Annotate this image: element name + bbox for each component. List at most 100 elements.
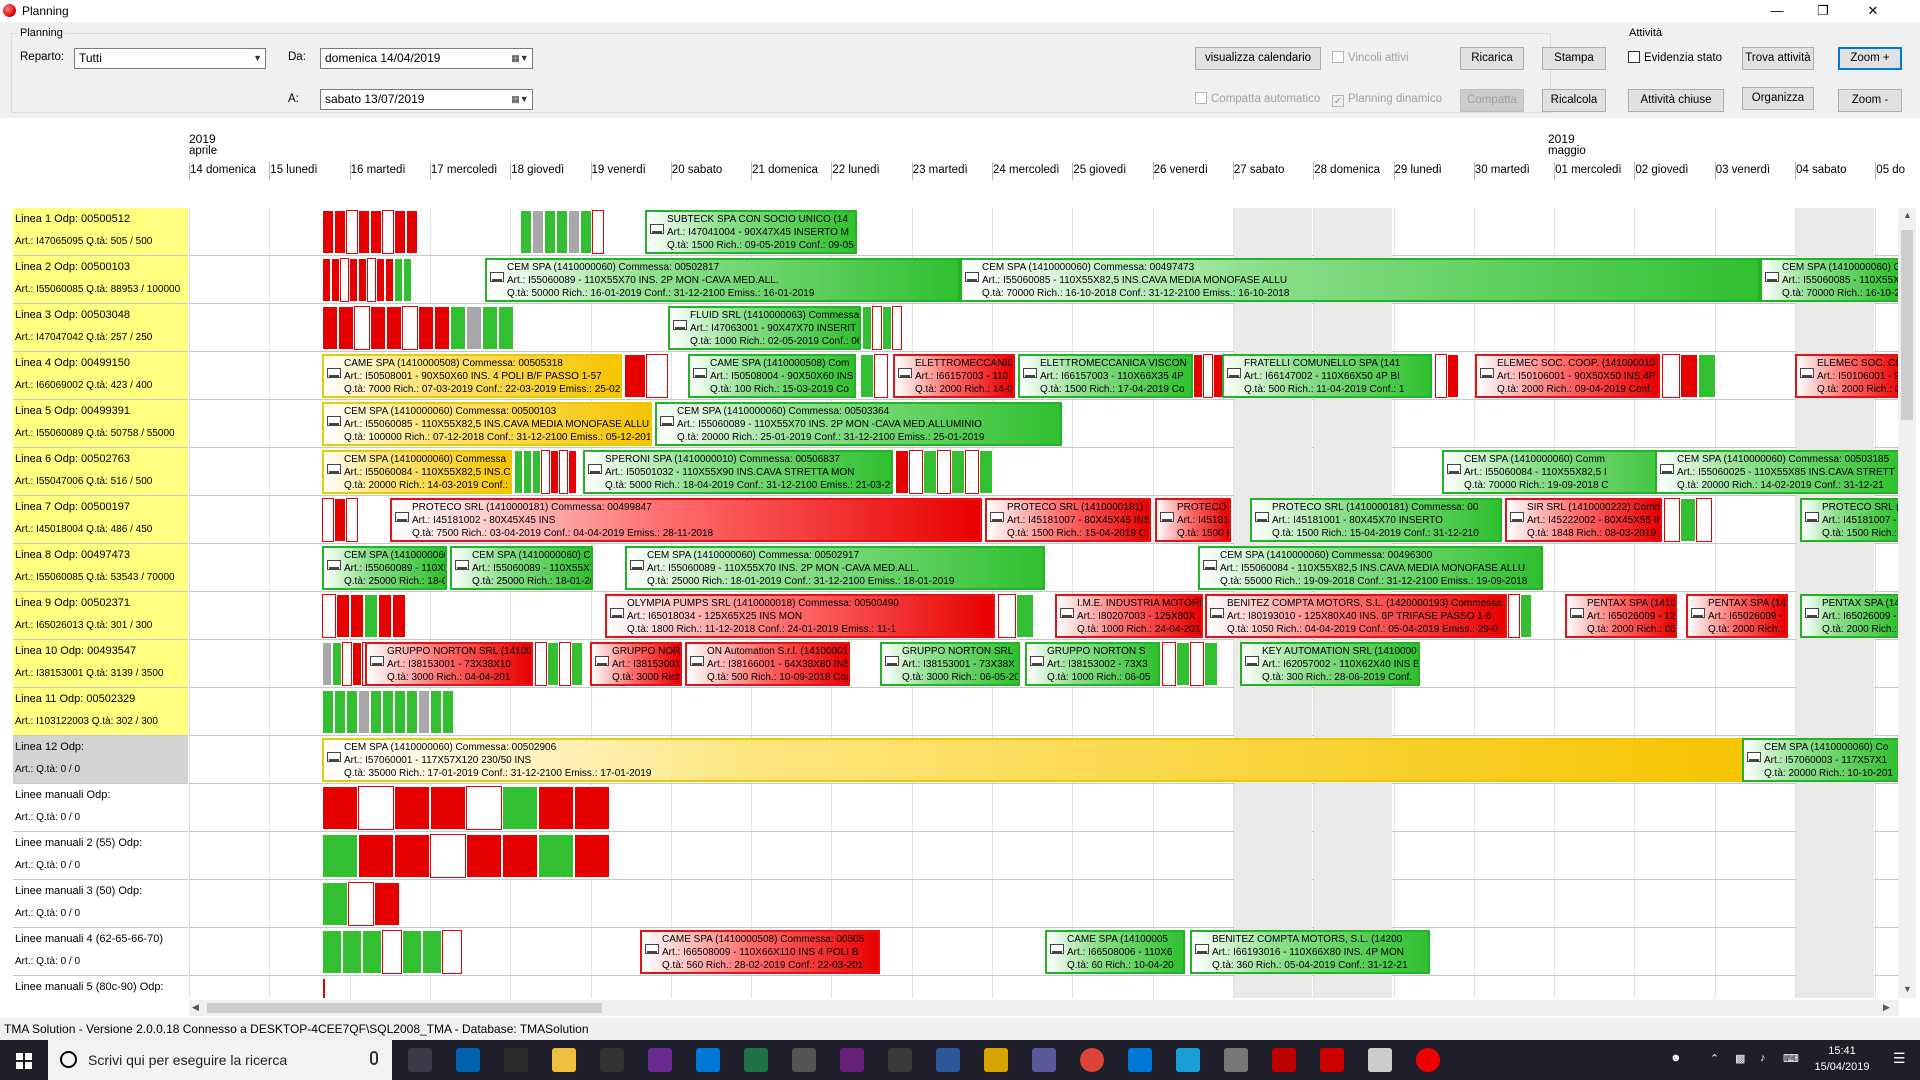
line-label[interactable]: Linea 4 Odp: 00499150 Art.: I66069002 Q.t… <box>13 352 188 400</box>
small-job-block[interactable] <box>346 210 358 254</box>
small-job-block[interactable] <box>358 210 370 254</box>
small-job-block[interactable] <box>502 834 538 878</box>
small-job-block[interactable] <box>430 834 466 878</box>
small-job-block[interactable] <box>535 642 547 686</box>
line-label[interactable]: Linee manuali Odp: Art.: Q.tà: 0 / 0 <box>13 784 188 832</box>
small-job-block[interactable] <box>1190 642 1204 686</box>
small-job-block[interactable] <box>541 450 550 494</box>
small-job-block[interactable] <box>923 450 937 494</box>
a-date-picker[interactable]: sabato 13/07/2019 ▦▼ <box>320 89 533 110</box>
small-job-block[interactable] <box>334 690 346 734</box>
small-job-block[interactable] <box>430 786 466 830</box>
small-job-block[interactable] <box>1698 354 1716 398</box>
small-job-block[interactable] <box>336 594 350 638</box>
small-job-block[interactable] <box>382 210 394 254</box>
job-bar[interactable]: CAME SPA (1410000508) Com Art.: I50508004… <box>688 354 856 398</box>
line-label[interactable]: Linea 11 Odp: 00502329 Art.: I103122003 Q… <box>13 688 188 736</box>
small-job-block[interactable] <box>568 450 577 494</box>
small-job-block[interactable] <box>322 882 348 926</box>
small-job-block[interactable] <box>394 834 430 878</box>
small-job-block[interactable] <box>346 690 358 734</box>
small-job-block[interactable] <box>352 642 362 686</box>
small-job-block[interactable] <box>332 642 342 686</box>
small-job-block[interactable] <box>385 258 394 302</box>
small-job-block[interactable] <box>574 834 610 878</box>
small-job-block[interactable] <box>592 210 604 254</box>
small-job-block[interactable] <box>571 642 583 686</box>
compatta-button[interactable]: Compatta <box>1460 89 1524 112</box>
small-job-block[interactable] <box>392 594 406 638</box>
small-job-block[interactable] <box>559 642 571 686</box>
small-job-block[interactable] <box>322 306 338 350</box>
small-job-block[interactable] <box>418 690 430 734</box>
small-job-block[interactable] <box>895 450 909 494</box>
job-bar[interactable]: ON Automation S.r.l. (14100001 Art.: I381… <box>685 642 850 686</box>
small-job-block[interactable] <box>1520 594 1532 638</box>
reparto-select[interactable]: Tutti ▼ <box>74 48 266 69</box>
small-job-block[interactable] <box>354 306 370 350</box>
small-job-block[interactable] <box>568 210 580 254</box>
small-job-block[interactable] <box>1016 594 1034 638</box>
notes-icon[interactable] <box>984 1048 1008 1072</box>
teamviewer-icon[interactable] <box>696 1048 720 1072</box>
organizza-button[interactable]: Organizza <box>1742 87 1814 110</box>
job-bar[interactable]: CEM SPA (1410000060) Commessa: 00496300 A… <box>1198 546 1543 590</box>
small-job-block[interactable] <box>951 450 965 494</box>
small-job-block[interactable] <box>386 306 402 350</box>
small-job-block[interactable] <box>322 594 336 638</box>
line-label[interactable]: Linea 10 Odp: 00493547 Art.: I38153001 Q.… <box>13 640 188 688</box>
job-bar[interactable]: ELETTROMECCANICA VISCON Art.: I66157003 -… <box>1018 354 1193 398</box>
start-button[interactable] <box>0 1040 48 1080</box>
keyboard-icon[interactable]: ⌨ <box>1783 1053 1799 1065</box>
small-job-block[interactable] <box>402 306 418 350</box>
small-job-block[interactable] <box>998 594 1016 638</box>
small-job-block[interactable] <box>434 306 450 350</box>
microphone-icon[interactable] <box>370 1051 378 1065</box>
line-label[interactable]: Linea 9 Odp: 00502371 Art.: I65026013 Q.t… <box>13 592 188 640</box>
evidenzia-stato-checkbox[interactable]: Evidenzia stato <box>1628 51 1722 65</box>
small-job-block[interactable] <box>342 642 352 686</box>
taskbar-search[interactable]: Scrivi qui per eseguire la ricerca <box>48 1040 392 1080</box>
small-job-block[interactable] <box>422 930 442 974</box>
job-bar[interactable]: OLYMPIA PUMPS SRL (1410000018) Commessa:… <box>605 594 995 638</box>
ricalcola-button[interactable]: Ricalcola <box>1542 89 1606 112</box>
small-job-block[interactable] <box>331 258 340 302</box>
job-bar[interactable]: PENTAX SPA (1410000002 Art.: I65026009 - … <box>1565 594 1677 638</box>
stampa-button[interactable]: Stampa <box>1542 47 1606 70</box>
visual-studio-icon[interactable] <box>840 1048 864 1072</box>
app-icon[interactable] <box>1368 1048 1392 1072</box>
line-label[interactable]: Linea 7 Odp: 00500197 Art.: I45018004 Q.t… <box>13 496 188 544</box>
small-job-block[interactable] <box>322 690 334 734</box>
small-job-block[interactable] <box>909 450 923 494</box>
word-icon[interactable] <box>936 1048 960 1072</box>
vincoli-attivi-checkbox[interactable]: Vincoli attivi <box>1332 51 1409 65</box>
small-job-block[interactable] <box>374 882 400 926</box>
small-job-block[interactable] <box>1193 354 1203 398</box>
small-job-block[interactable] <box>1204 642 1218 686</box>
small-job-block[interactable] <box>532 450 541 494</box>
slack-icon[interactable] <box>648 1048 672 1072</box>
line-label[interactable]: Linea 6 Odp: 00502763 Art.: I55047006 Q.t… <box>13 448 188 496</box>
job-bar[interactable]: PROTECO SRL (1410000181) Commessa: 00499… <box>390 498 982 542</box>
small-job-block[interactable] <box>358 786 394 830</box>
line-label[interactable]: Linee manuali 5 (80c-90) Odp: <box>13 976 188 998</box>
small-job-block[interactable] <box>394 786 430 830</box>
job-bar[interactable]: BENITEZ COMPTA MOTORS, S.L. (14200 Art.: … <box>1190 930 1430 974</box>
job-bar[interactable]: GRUPPO NORTON SRL (14100 Art.: I38153001 … <box>365 642 533 686</box>
small-job-block[interactable] <box>370 306 386 350</box>
small-job-block[interactable] <box>450 306 466 350</box>
small-job-block[interactable] <box>498 306 514 350</box>
job-bar[interactable]: CEM SPA (1410000060) Commessa: 00497473 A… <box>1760 258 1900 302</box>
filezilla-icon[interactable] <box>1272 1048 1296 1072</box>
small-job-block[interactable] <box>362 930 382 974</box>
job-bar[interactable]: I.M.E. INDUSTRIA MOTORI Art.: I80207003 -… <box>1055 594 1203 638</box>
job-bar[interactable]: GRUPPO NORTON S Art.: I38153002 - 73X3 Q.t… <box>1025 642 1160 686</box>
small-job-block[interactable] <box>882 306 892 350</box>
small-job-block[interactable] <box>378 594 392 638</box>
excel-icon[interactable] <box>744 1048 768 1072</box>
small-job-block[interactable] <box>358 690 370 734</box>
line-label[interactable]: Linea 5 Odp: 00499391 Art.: I55060089 Q.t… <box>13 400 188 448</box>
vertical-scrollbar[interactable]: ▲ ▼ <box>1898 208 1916 998</box>
close-button[interactable]: ✕ <box>1867 3 1879 18</box>
small-job-block[interactable] <box>442 930 462 974</box>
